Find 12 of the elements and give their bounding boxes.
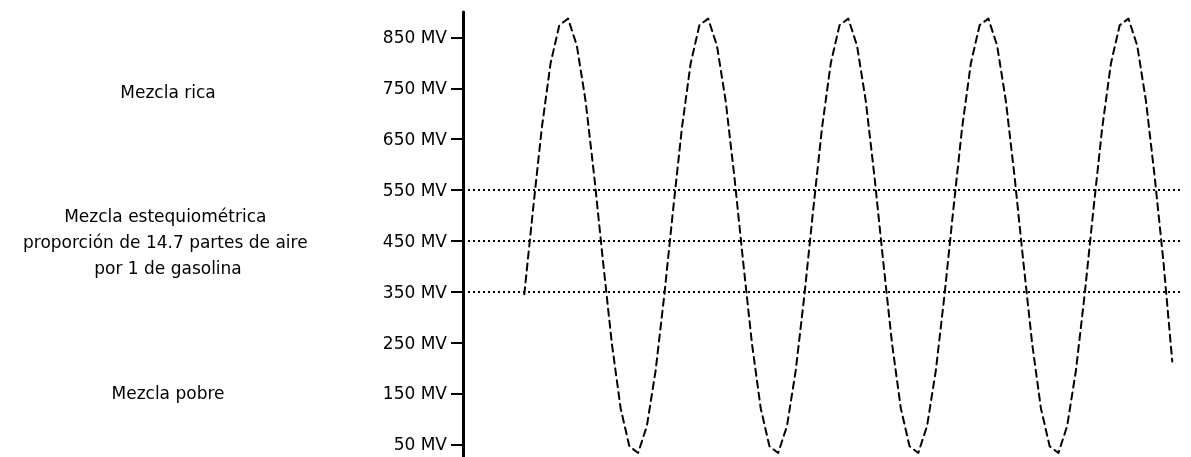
text: Mezcla estequiométrica proporción de 14.7 partes de aire por 1 de gasolina: [22, 205, 314, 278]
y-tick-label: 50 MV: [393, 434, 448, 455]
text: Mezcla rica: [120, 81, 216, 102]
y-tick-label: 850 MV: [382, 27, 448, 48]
y-tick-label: 350 MV: [382, 281, 448, 302]
y-tick-label: 550 MV: [382, 180, 448, 200]
y-tick-label: 750 MV: [382, 78, 448, 99]
y-tick-label: 450 MV: [382, 230, 448, 251]
y-tick-label: 150 MV: [382, 383, 448, 404]
y-tick-label: 250 MV: [382, 332, 448, 353]
text: Mezcla pobre: [111, 382, 225, 403]
y-tick-label: 650 MV: [382, 129, 448, 150]
